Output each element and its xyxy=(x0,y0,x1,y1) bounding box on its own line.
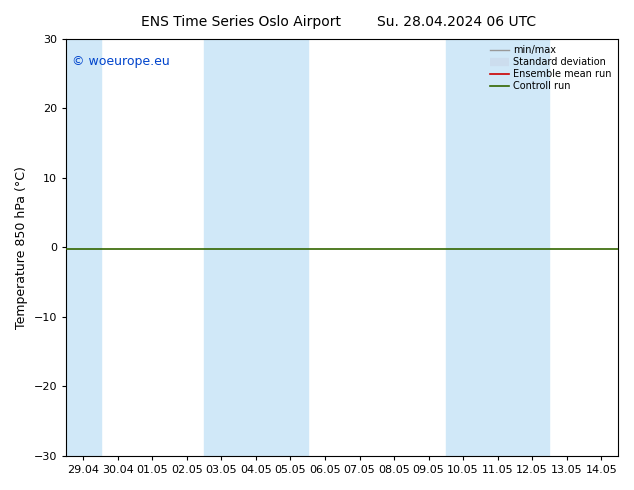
Bar xyxy=(204,39,307,456)
Bar xyxy=(66,39,101,456)
Text: ENS Time Series Oslo Airport: ENS Time Series Oslo Airport xyxy=(141,15,341,29)
Bar xyxy=(446,39,550,456)
Text: Su. 28.04.2024 06 UTC: Su. 28.04.2024 06 UTC xyxy=(377,15,536,29)
Text: © woeurope.eu: © woeurope.eu xyxy=(72,55,169,68)
Legend: min/max, Standard deviation, Ensemble mean run, Controll run: min/max, Standard deviation, Ensemble me… xyxy=(488,44,614,93)
Y-axis label: Temperature 850 hPa (°C): Temperature 850 hPa (°C) xyxy=(15,166,28,329)
